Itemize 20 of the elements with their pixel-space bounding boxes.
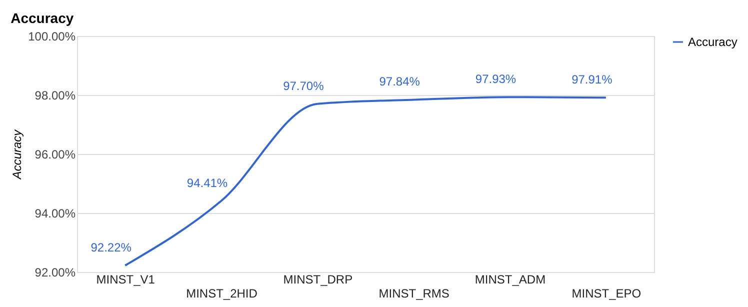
y-tick-label: 96.00% [34,148,76,162]
text: 92.22% [90,240,132,255]
x-tick-label: MINST_RMS [378,286,450,300]
x-tick-label: MINST_ADM [474,272,546,286]
text: 94.41% [186,176,228,190]
text: 97.91% [572,72,612,87]
x-tick-label: MINST_EPO [572,286,642,300]
y-tick-label: 94.00% [34,206,76,220]
text: 97.70% [283,78,324,93]
y-tick-label: 100.00% [28,30,76,44]
y-axis-title: Accuracy [10,128,24,180]
x-tick-label: MINST_V1 [96,272,156,286]
x-tick-label: MINST_2HID [186,286,258,300]
y-tick-label: 98.00% [34,88,76,102]
text: 97.93% [475,72,516,86]
x-tick-label: MINST_DRP [283,272,353,286]
y-tick-label: 92.00% [34,266,76,280]
chart-title: Accuracy [10,10,74,26]
text: 97.84% [379,74,420,89]
legend-label: Accuracy [688,35,738,49]
